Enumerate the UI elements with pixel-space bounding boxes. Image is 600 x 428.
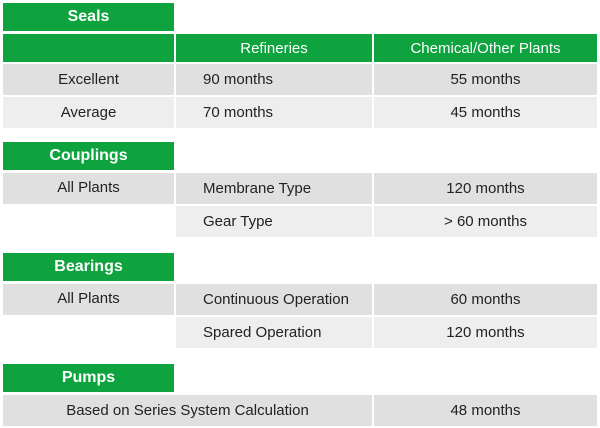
seals-row-refineries: 90 months bbox=[176, 64, 372, 95]
bearings-row-type: Spared Operation bbox=[176, 317, 372, 348]
couplings-row-value: > 60 months bbox=[374, 206, 597, 237]
seals-row-chemical: 55 months bbox=[374, 64, 597, 95]
bearings-row-value: 120 months bbox=[374, 317, 597, 348]
bearings-scope: All Plants bbox=[3, 284, 174, 315]
couplings-row-type: Gear Type bbox=[176, 206, 372, 237]
seals-header-refineries: Refineries bbox=[176, 34, 372, 62]
couplings-scope: All Plants bbox=[3, 173, 174, 204]
couplings-row-value: 120 months bbox=[374, 173, 597, 204]
seals-row-label: Average bbox=[3, 97, 174, 128]
bearings-title: Bearings bbox=[3, 253, 174, 281]
pumps-value: 48 months bbox=[374, 395, 597, 426]
seals-row-refineries: 70 months bbox=[176, 97, 372, 128]
bearings-row-value: 60 months bbox=[374, 284, 597, 315]
pumps-basis: Based on Series System Calculation bbox=[3, 395, 372, 426]
bearings-row-type: Continuous Operation bbox=[176, 284, 372, 315]
seals-row-label: Excellent bbox=[3, 64, 174, 95]
seals-title: Seals bbox=[3, 3, 174, 31]
seals-row-chemical: 45 months bbox=[374, 97, 597, 128]
couplings-row-type: Membrane Type bbox=[176, 173, 372, 204]
pumps-title: Pumps bbox=[3, 364, 174, 392]
seals-header-chemical: Chemical/Other Plants bbox=[374, 34, 597, 62]
couplings-title: Couplings bbox=[3, 142, 174, 170]
seals-header-blank bbox=[3, 34, 174, 62]
